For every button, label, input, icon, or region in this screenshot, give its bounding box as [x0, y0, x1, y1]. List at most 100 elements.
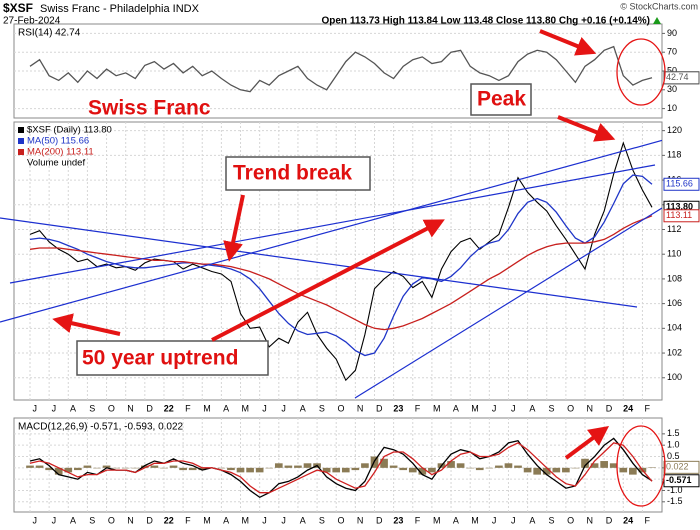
x-tick-label: J: [511, 403, 516, 413]
x-tick-label: J: [33, 403, 38, 413]
arrow: [539, 29, 597, 56]
x-tick-label: 24: [623, 515, 633, 525]
x-tick-label: N: [587, 515, 594, 525]
histogram-bar: [399, 467, 408, 471]
series-line: [29, 215, 653, 331]
legend-entry: $XSF (Daily) 113.80: [27, 125, 112, 136]
value-box: [663, 460, 700, 474]
x-tick-label: O: [567, 515, 574, 525]
y-tick-label: 30: [667, 84, 677, 94]
histogram-bar: [265, 467, 274, 469]
series-line: [29, 45, 653, 93]
arrow: [557, 115, 616, 142]
x-tick-label: M: [471, 403, 479, 413]
histogram-bar: [150, 465, 159, 468]
x-tick-label: S: [319, 403, 325, 413]
legend-swatch: [18, 138, 24, 144]
x-tick-label: A: [300, 403, 306, 413]
y-tick-label: -1.0: [667, 485, 683, 495]
x-tick-label: A: [223, 403, 229, 413]
histogram-bar: [294, 465, 302, 468]
histogram-bar: [274, 463, 283, 468]
histogram-bar: [648, 467, 656, 468]
x-tick-label: 23: [393, 515, 403, 525]
arrow: [52, 313, 121, 336]
histogram-bar: [198, 467, 207, 471]
histogram-bar: [236, 467, 245, 473]
x-tick-label: N: [127, 403, 134, 413]
trend-line: [354, 207, 662, 399]
x-tick-label: S: [549, 403, 555, 413]
legend-swatch: [18, 149, 24, 155]
histogram-bar: [408, 467, 417, 473]
trend-line: [0, 217, 638, 308]
x-tick-label: J: [52, 403, 57, 413]
trend-lines: [0, 139, 662, 399]
histogram-bar: [361, 463, 369, 468]
x-tick-label: D: [146, 515, 153, 525]
symbol: $XSF: [3, 1, 33, 15]
y-tick-label: 100: [667, 372, 682, 382]
highlight-ellipse: [616, 38, 666, 106]
histogram-bar: [418, 467, 427, 475]
x-tick-label: J: [492, 515, 497, 525]
x-tick-label: D: [376, 403, 383, 413]
value-box-label: 115.66: [666, 179, 693, 189]
histogram-bar: [447, 461, 455, 468]
x-tick-label: D: [376, 515, 383, 525]
panel: 1.51.00.50.0-0.5-1.0-1.5JJASOND22FMAMJJA…: [14, 418, 700, 525]
histogram-bar: [485, 467, 494, 469]
x-tick-label: S: [319, 515, 325, 525]
x-tick-label: 22: [164, 403, 174, 413]
x-tick-label: J: [33, 515, 38, 525]
histogram-bar: [466, 467, 475, 469]
histogram-bar: [102, 465, 111, 468]
histogram-bar: [227, 467, 235, 471]
x-tick-label: F: [644, 403, 650, 413]
y-tick-label: 110: [667, 249, 681, 259]
histogram-bar: [533, 467, 541, 475]
histogram-bar: [562, 467, 570, 473]
x-tick-label: M: [433, 515, 441, 525]
x-tick-label: O: [108, 403, 115, 413]
x-tick-label: M: [203, 515, 211, 525]
histogram-bar: [121, 467, 130, 469]
histogram-bar: [93, 467, 101, 469]
histogram-bar: [504, 463, 513, 468]
histogram-bar: [542, 467, 551, 475]
x-tick-label: F: [415, 403, 421, 413]
x-tick-label: S: [89, 403, 95, 413]
up-triangle: [653, 17, 661, 24]
annotation: 50 year uptrend: [82, 347, 238, 370]
trend-line: [9, 164, 656, 284]
histogram-bar: [64, 467, 73, 473]
x-tick-label: D: [606, 403, 613, 413]
histogram-bar: [629, 467, 637, 475]
histogram-bar: [160, 467, 168, 469]
histogram-bar: [246, 467, 254, 473]
value-box-label: -0.571: [666, 475, 692, 485]
x-tick-label: A: [223, 515, 229, 525]
series-line: [29, 442, 653, 494]
histogram-bar: [26, 465, 34, 468]
x-tick-label: O: [108, 515, 115, 525]
histogram-bar: [45, 467, 53, 471]
instrument-name: Swiss Franc - Philadelphia INDX: [40, 3, 200, 15]
x-tick-label: M: [203, 403, 211, 413]
x-tick-label: 24: [623, 403, 633, 413]
x-tick-label: 22: [164, 515, 174, 525]
x-tick-label: N: [127, 515, 134, 525]
x-tick-label: J: [281, 515, 286, 525]
date: 27-Feb-2024: [3, 16, 61, 27]
x-tick-label: J: [52, 515, 57, 525]
histogram-bar: [581, 458, 589, 468]
histogram-bar: [619, 467, 628, 473]
histogram-bar: [332, 467, 341, 473]
value-box-label: 0.022: [666, 462, 689, 472]
x-tick-label: O: [337, 403, 344, 413]
y-tick-label: 1.0: [667, 440, 680, 450]
histogram-bar: [131, 467, 140, 469]
x-tick-label: J: [262, 515, 267, 525]
histogram-bar: [514, 465, 522, 468]
x-tick-label: N: [587, 403, 594, 413]
